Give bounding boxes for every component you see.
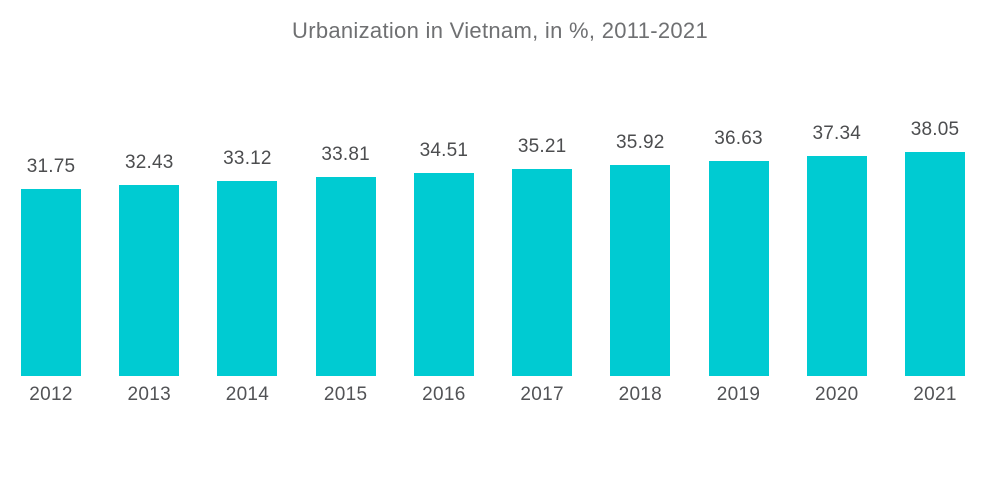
value-label: 33.12 [223, 148, 272, 170]
bar-2016 [413, 173, 474, 376]
value-label: 36.63 [714, 127, 763, 149]
x-axis-label-2015: 2015 [323, 384, 368, 405]
value-label: 35.92 [616, 131, 665, 153]
bar-column-2015: 33.81 [315, 144, 376, 376]
bar-2017 [512, 169, 573, 376]
bar-2012 [21, 189, 81, 376]
value-label: 35.21 [517, 136, 567, 157]
bar-column-2020: 37.34 [806, 123, 867, 376]
x-axis-labels: 2012 2013 2014 2015 2016 2017 2018 2019 2020 2021 [0, 384, 1000, 406]
x-axis-label-2013: 2013 [127, 384, 171, 405]
bar-column-2019: 36.63 [708, 127, 769, 376]
bar-column-2014: 33.12 [217, 148, 278, 376]
bar-2020 [806, 156, 867, 376]
bar-2018 [610, 164, 671, 376]
value-label: 32.43 [124, 152, 174, 174]
bar-column-2016: 34.51 [413, 140, 474, 376]
value-label: 33.81 [321, 144, 370, 166]
bar-column-2017: 35.21 [512, 136, 573, 376]
x-axis-label-2014: 2014 [225, 384, 270, 405]
bar-column-2018: 35.92 [610, 131, 671, 376]
x-axis-label-2019: 2019 [716, 384, 761, 405]
bar-2021 [904, 152, 965, 376]
x-axis-label-2021: 2021 [913, 384, 957, 405]
bar-2015 [315, 177, 376, 376]
bar-column-2013: 32.43 [119, 152, 180, 376]
x-axis-label-2020: 2020 [815, 384, 859, 405]
x-axis-label-2016: 2016 [422, 384, 466, 405]
value-label: 37.34 [812, 123, 862, 145]
bar-2019 [708, 160, 769, 376]
bar-column-2012: 31.75 [21, 156, 81, 376]
bar-2013 [119, 185, 180, 376]
chart-title: Urbanization in Vietnam, in %, 2011-2021 [292, 18, 708, 43]
plot-area: 31.75 32.43 33.12 33.81 34.51 35.21 35.92 36.63… [21, 119, 965, 376]
value-label: 31.75 [26, 156, 76, 178]
x-axis-label-2017: 2017 [520, 384, 564, 405]
bar-column-2021: 38.05 [904, 119, 965, 376]
value-label: 34.51 [419, 140, 469, 162]
x-axis-label-2012: 2012 [29, 384, 73, 405]
bar-2014 [217, 181, 278, 376]
value-label: 38.05 [910, 119, 960, 141]
x-axis-label-2018: 2018 [618, 384, 663, 405]
